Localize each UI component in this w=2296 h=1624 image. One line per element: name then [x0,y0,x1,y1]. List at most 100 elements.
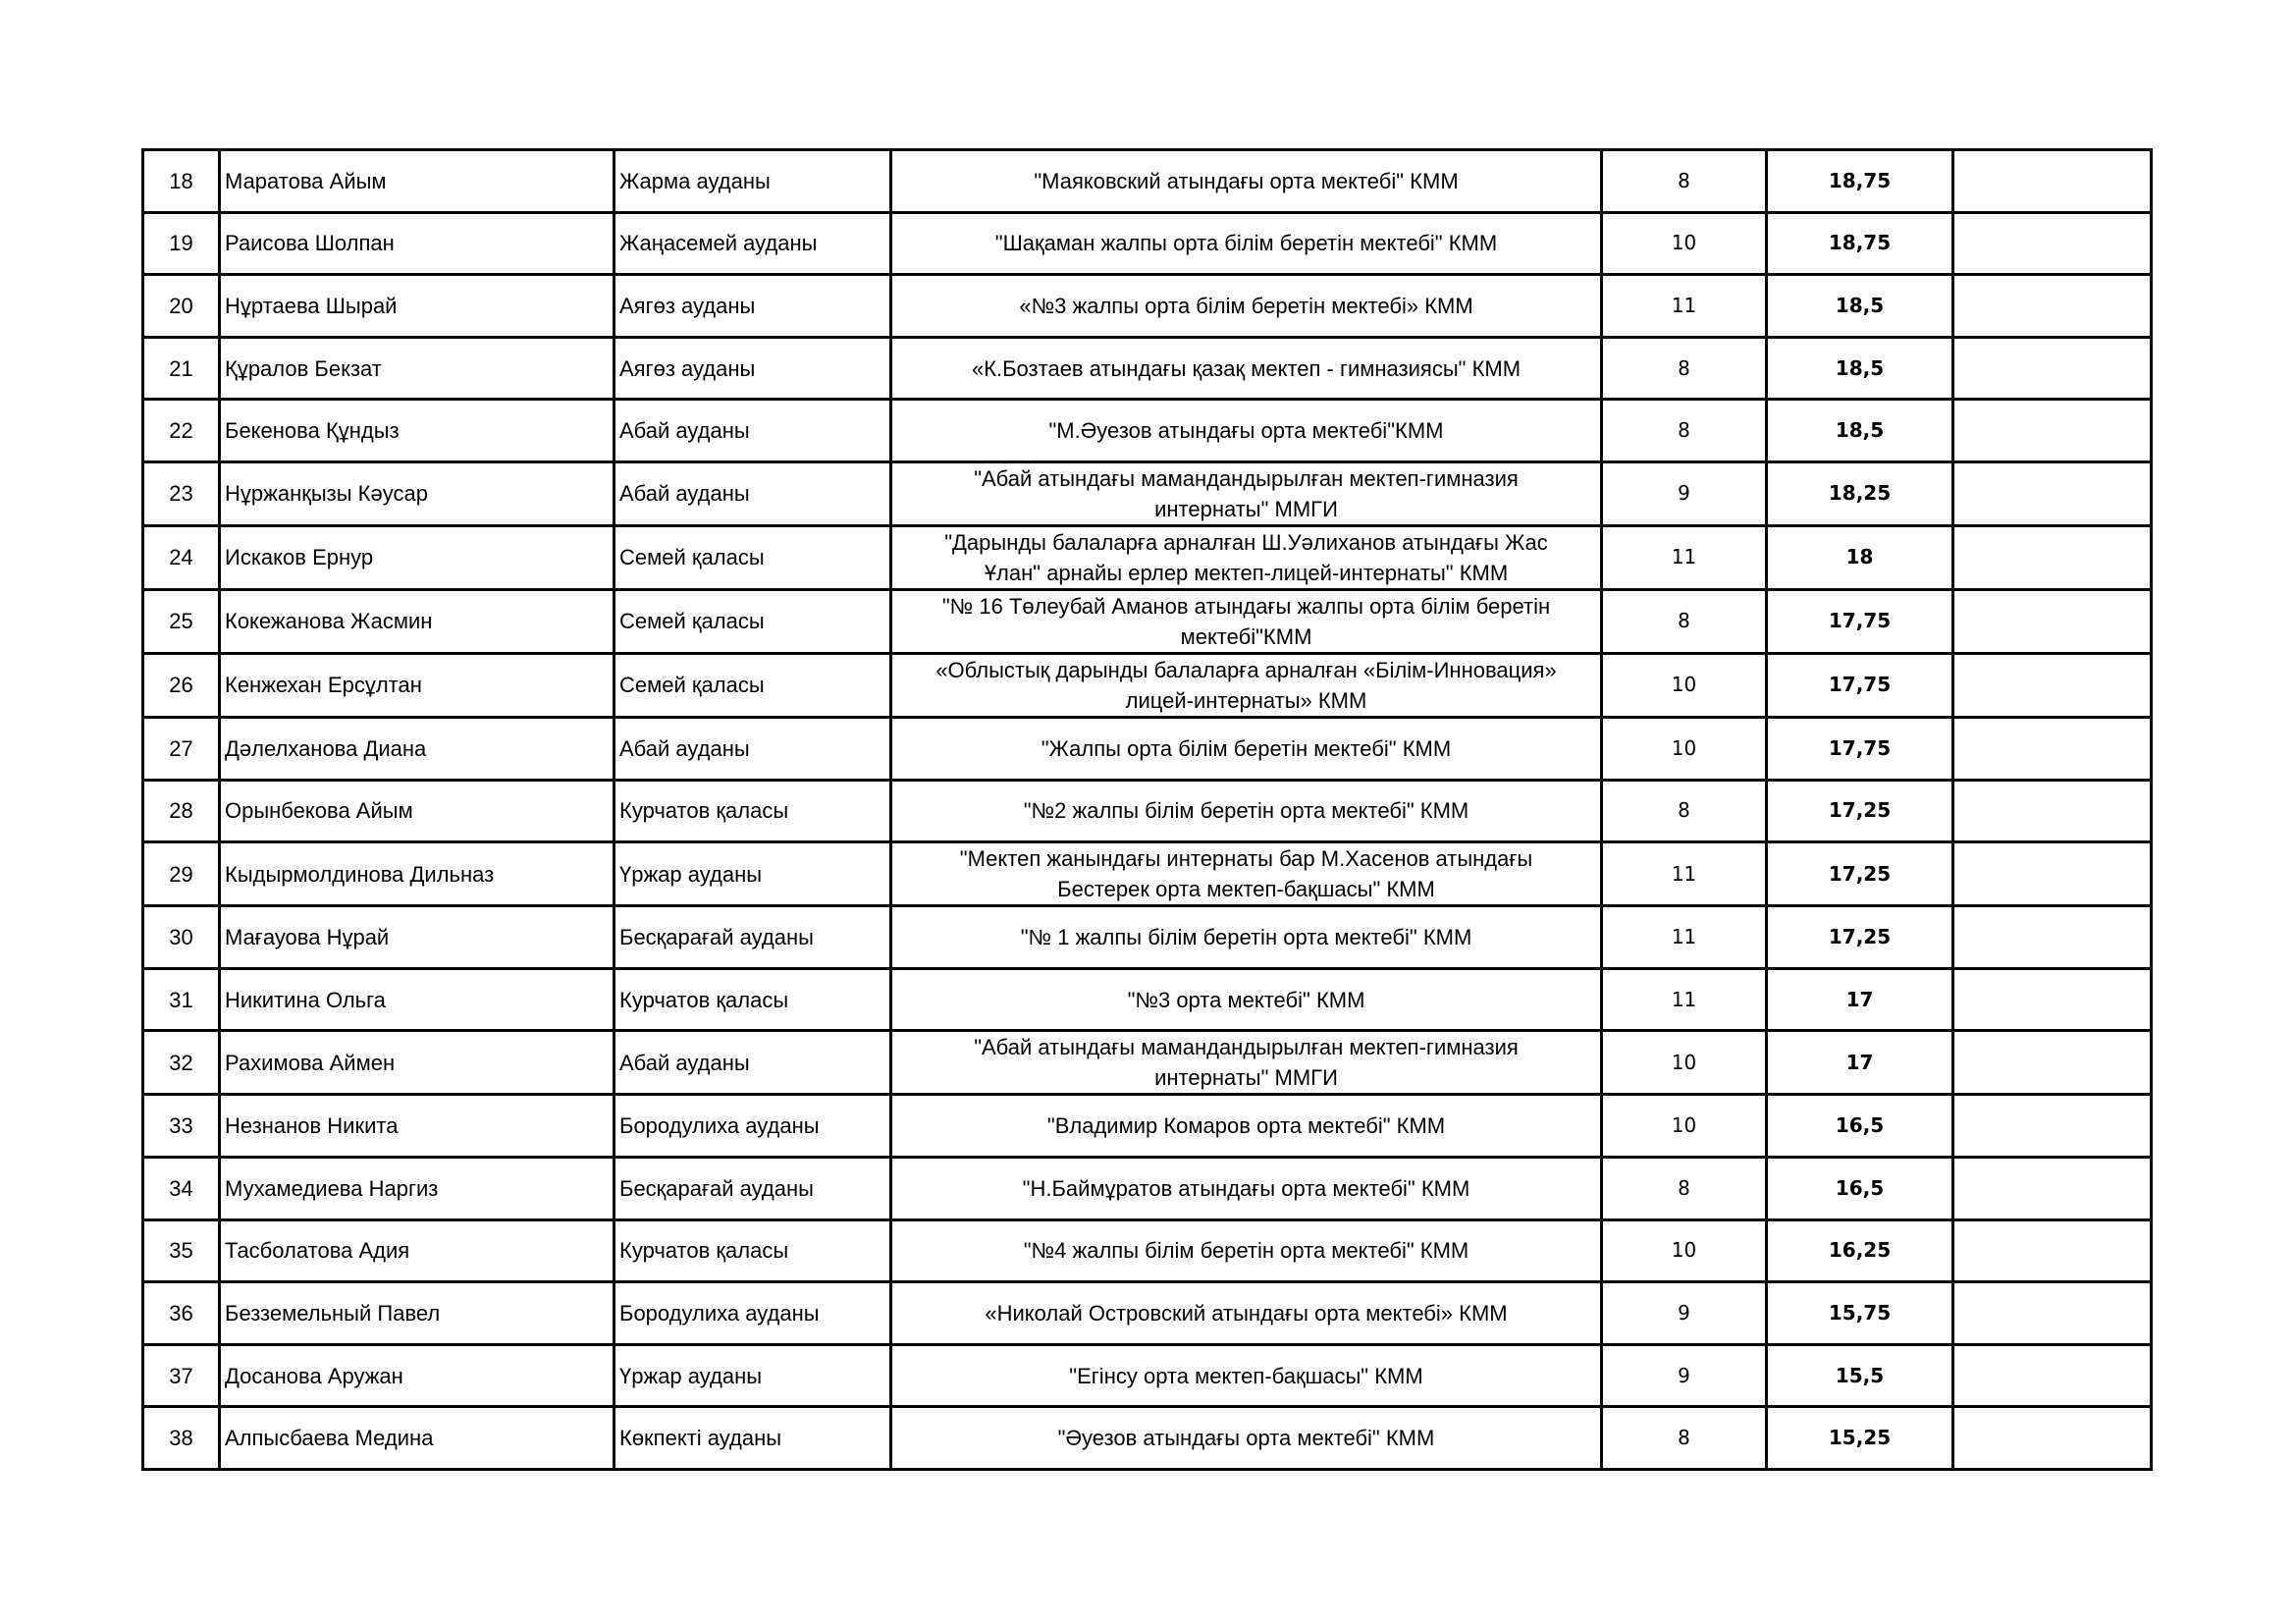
row-number: 35 [141,1218,221,1284]
grade: 8 [1600,335,1768,402]
district: Бесқарағай ауданы [613,904,892,970]
table-row: 26 Кенжехан Ерсұлтан Семей қаласы «Облыстық… [141,651,2153,719]
grade: 9 [1600,460,1768,527]
grade: 10 [1600,651,1768,719]
school-name: «Николай Островский атындағы орта мектеб… [889,1280,1603,1346]
student-name: Незнанов Никита [218,1093,615,1159]
school-name: "Владимир Комаров орта мектебі" КММ [889,1093,1603,1159]
score: 18,5 [1765,273,1954,339]
student-name: Мухамедиева Наргиз [218,1155,615,1221]
note-cell [1951,1093,2153,1159]
school-name: "Жалпы орта білім беретін мектебі" КММ [889,715,1603,782]
table-row: 34 Мухамедиева Наргиз Бесқарағай ауданы "Н.… [141,1155,2153,1221]
score: 18,25 [1765,460,1954,527]
student-name: Орынбекова Айым [218,778,615,844]
student-name: Нұржанқызы Кәусар [218,460,615,527]
row-number: 27 [141,715,221,782]
score: 17,75 [1765,651,1954,719]
grade: 8 [1600,1405,1768,1471]
school-name: «Облыстық дарынды балаларға арналған «Бі… [889,651,1603,719]
table-row: 35 Тасболатова Адия Курчатов қаласы "№4 жал… [141,1218,2153,1284]
row-number: 32 [141,1029,221,1097]
score: 18 [1765,523,1954,591]
grade: 10 [1600,715,1768,782]
district: Абай ауданы [613,398,892,463]
student-name: Бекенова Құндыз [218,398,615,463]
note-cell [1951,460,2153,527]
student-name: Тасболатова Адия [218,1218,615,1284]
score: 17 [1765,1029,1954,1097]
table-row: 33 Незнанов Никита Бородулиха ауданы "Влади… [141,1093,2153,1159]
score: 17,25 [1765,904,1954,970]
note-cell [1951,210,2153,277]
student-name: Кенжехан Ерсұлтан [218,651,615,719]
row-number: 19 [141,210,221,277]
school-name: «№3 жалпы орта білім беретін мектебі» КМ… [889,273,1603,339]
district: Курчатов қаласы [613,1218,892,1284]
score: 17,25 [1765,778,1954,844]
table-row: 22 Бекенова Құндыз Абай ауданы "М.Әуезов ат… [141,398,2153,463]
grade: 9 [1600,1280,1768,1346]
school-name: "№4 жалпы білім беретін орта мектебі" КМ… [889,1218,1603,1284]
table-row: 21 Құралов Бекзат Аягөз ауданы «К.Бозтаев а… [141,335,2153,402]
table-row: 36 Безземельный Павел Бородулиха ауданы «Ни… [141,1280,2153,1346]
school-name: "Дарынды балаларға арналған Ш.Уәлиханов … [889,523,1603,591]
row-number: 18 [141,148,221,214]
table-row: 32 Рахимова Аймен Абай ауданы "Абай атындағ… [141,1029,2153,1097]
district: Курчатов қаласы [613,778,892,844]
row-number: 22 [141,398,221,463]
score: 17,25 [1765,840,1954,908]
student-name: Рахимова Аймен [218,1029,615,1097]
district: Семей қаласы [613,651,892,719]
row-number: 29 [141,840,221,908]
note-cell [1951,966,2153,1033]
school-name: "Н.Баймұратов атындағы орта мектебі" КММ [889,1155,1603,1221]
student-name: Кыдырмолдинова Дильназ [218,840,615,908]
district: Абай ауданы [613,460,892,527]
grade: 8 [1600,778,1768,844]
school-name: "№2 жалпы білім беретін орта мектебі" КМ… [889,778,1603,844]
row-number: 20 [141,273,221,339]
district: Аягөз ауданы [613,273,892,339]
row-number: 30 [141,904,221,970]
row-number: 24 [141,523,221,591]
table-row: 20 Нұртаева Шырай Аягөз ауданы «№3 жалпы ор… [141,273,2153,339]
table-row: 27 Дәлелханова Диана Абай ауданы "Жалпы орт… [141,715,2153,782]
district: Аягөз ауданы [613,335,892,402]
grade: 11 [1600,273,1768,339]
note-cell [1951,778,2153,844]
district: Бородулиха ауданы [613,1280,892,1346]
note-cell [1951,523,2153,591]
note-cell [1951,1405,2153,1471]
score: 15,25 [1765,1405,1954,1471]
note-cell [1951,1155,2153,1221]
table-row: 18 Маратова Айым Жарма ауданы "Маяковский а… [141,148,2153,214]
table-row: 25 Кокежанова Жасмин Семей қаласы "№ 16 Төл… [141,587,2153,655]
student-name: Маратова Айым [218,148,615,214]
school-name: "Абай атындағы мамандандырылған мектеп-г… [889,460,1603,527]
note-cell [1951,1342,2153,1409]
student-name: Раисова Шолпан [218,210,615,277]
grade: 10 [1600,1093,1768,1159]
grade: 11 [1600,840,1768,908]
note-cell [1951,587,2153,655]
note-cell [1951,715,2153,782]
student-name: Кокежанова Жасмин [218,587,615,655]
row-number: 25 [141,587,221,655]
grade: 11 [1600,904,1768,970]
results-table-body: 18 Маратова Айым Жарма ауданы "Маяковский а… [141,148,2153,1471]
row-number: 31 [141,966,221,1033]
grade: 8 [1600,1155,1768,1221]
table-row: 23 Нұржанқызы Кәусар Абай ауданы "Абай атын… [141,460,2153,527]
note-cell [1951,840,2153,908]
score: 16,5 [1765,1155,1954,1221]
score: 16,25 [1765,1218,1954,1284]
school-name: "№ 16 Төлеубай Аманов атындағы жалпы орт… [889,587,1603,655]
note-cell [1951,335,2153,402]
score: 18,75 [1765,210,1954,277]
student-name: Құралов Бекзат [218,335,615,402]
row-number: 38 [141,1405,221,1471]
score: 15,75 [1765,1280,1954,1346]
row-number: 26 [141,651,221,719]
note-cell [1951,904,2153,970]
